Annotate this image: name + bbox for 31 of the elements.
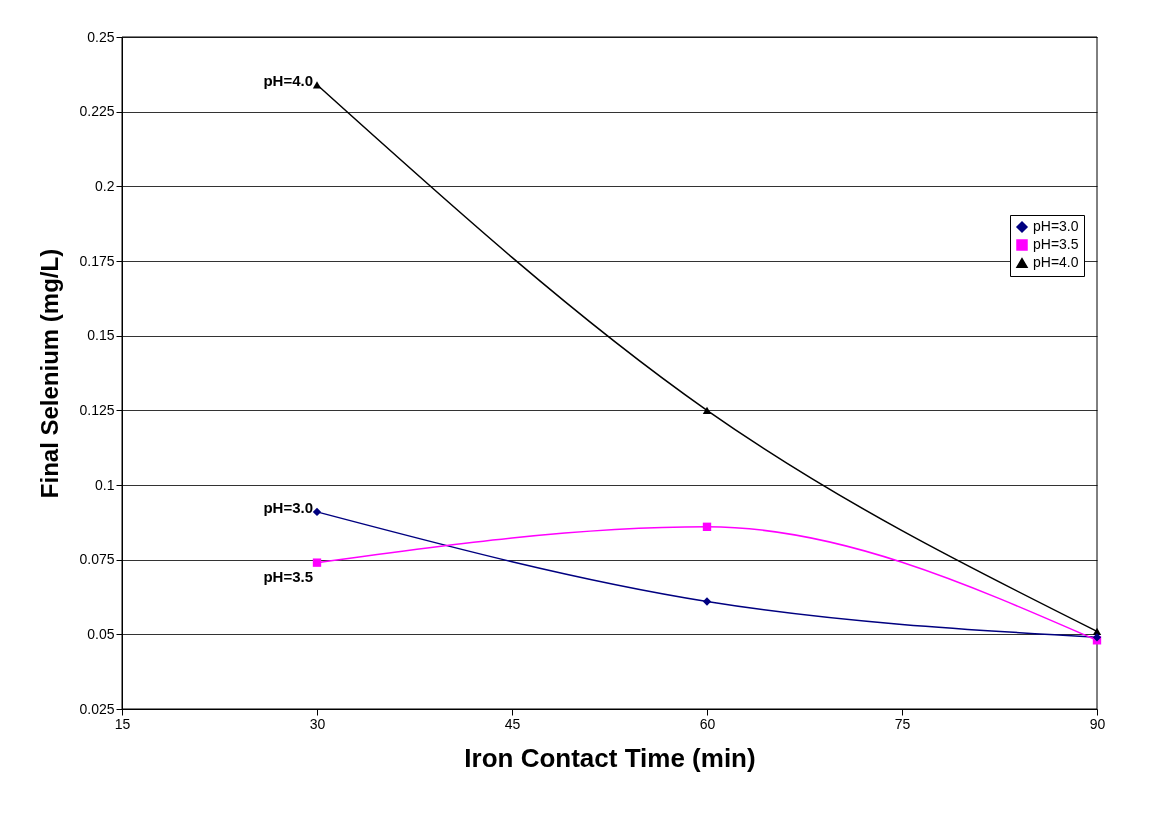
point [312,507,322,517]
x-tick-label: 75 [894,715,911,732]
text: pH=3.0 [263,498,313,516]
y-tick-label: 0.075 [79,551,115,568]
y-tick-label: 0.2 [95,177,115,194]
legend-label: pH=3.0 [1033,218,1079,234]
x-tick-label: 45 [504,715,521,732]
y-tick-label: 0.225 [79,103,115,120]
text: pH=3.5 [263,567,313,585]
x-tick-label: 60 [699,715,716,732]
point [312,81,322,89]
y-tick-label: 0.025 [79,700,115,717]
y-axis-title: Final Selenium (mg/L) [36,248,64,499]
point [702,406,712,414]
y-tick-label: 0.25 [87,28,115,45]
y-tick-label: 0.15 [87,327,115,344]
y-tick-label: 0.05 [87,625,115,642]
legend-label: pH=3.5 [1033,236,1079,252]
x-tick-label: 90 [1089,715,1106,732]
x-tick-label: 30 [309,715,326,732]
x-tick-label: 15 [114,715,131,732]
x-axis-title: Iron Contact Time (min) [464,742,756,773]
y-tick-label: 0.1 [95,476,115,493]
text: pH=4.0 [263,71,313,89]
point [702,522,712,531]
point [312,558,322,567]
legend-label: pH=4.0 [1033,254,1079,270]
y-tick-label: 0.175 [79,252,115,269]
point [702,597,712,606]
point [1092,627,1102,635]
y-tick-label: 0.125 [79,401,115,418]
